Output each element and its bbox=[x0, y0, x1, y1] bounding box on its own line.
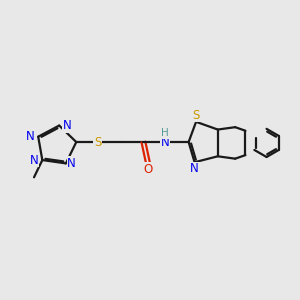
Text: N: N bbox=[63, 119, 71, 132]
Text: N: N bbox=[190, 162, 199, 175]
Text: N: N bbox=[67, 157, 76, 170]
Text: N: N bbox=[30, 154, 39, 166]
Text: O: O bbox=[143, 163, 152, 176]
Text: N: N bbox=[160, 136, 169, 149]
Text: S: S bbox=[192, 109, 200, 122]
Text: H: H bbox=[161, 128, 169, 138]
Text: S: S bbox=[94, 136, 101, 148]
Text: N: N bbox=[26, 130, 34, 143]
